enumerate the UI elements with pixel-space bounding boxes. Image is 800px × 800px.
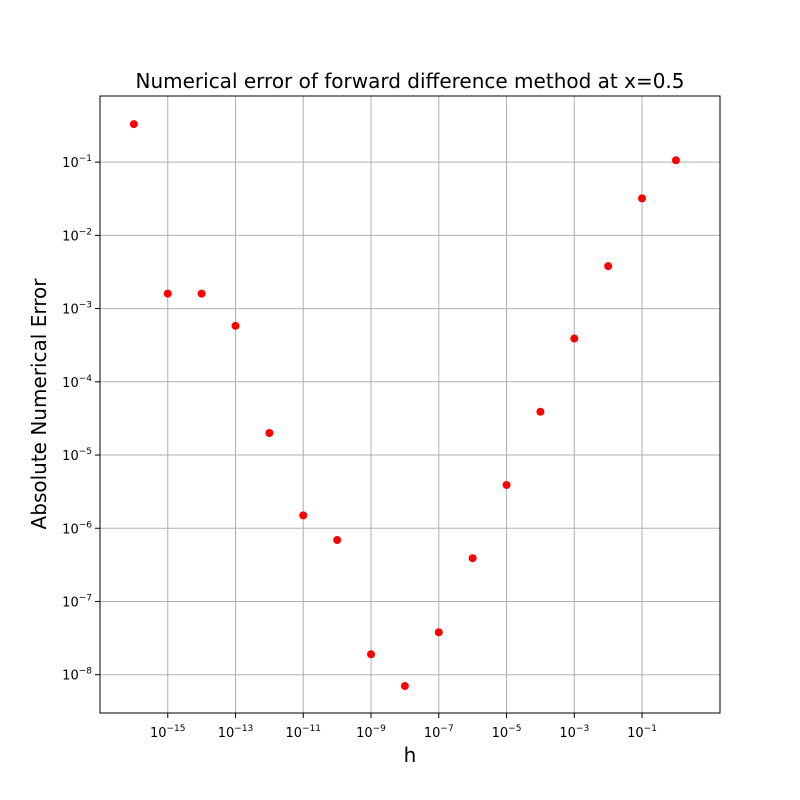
data-point [163,289,172,298]
y-tick-label: 10−4 [62,374,92,391]
x-axis-label: h [404,743,417,767]
data-point [231,321,240,330]
x-tick-label: 10−5 [492,724,522,741]
y-tick-label: 10−5 [62,447,92,464]
data-point [197,289,206,298]
gridlines [100,96,720,713]
data-point [400,682,409,691]
x-tick-label: 10−7 [424,724,454,741]
y-tick-label: 10−1 [62,154,92,171]
data-point [502,480,511,489]
y-tick-label: 10−2 [62,227,92,244]
data-point [333,536,342,545]
data-point [434,628,443,637]
data-point [536,407,545,416]
x-tick-label: 10−13 [218,724,254,741]
data-points [129,120,680,691]
data-point [638,194,647,203]
x-tick-label: 10−11 [285,724,321,741]
x-tick-label: 10−15 [150,724,186,741]
chart-title: Numerical error of forward difference me… [135,69,684,93]
x-tick-label: 10−1 [627,724,657,741]
y-axis-label: Absolute Numerical Error [27,278,51,530]
data-point [604,262,613,271]
x-tick-label: 10−3 [559,724,589,741]
y-axis-ticks: 10−8 10−7 10−6 10−5 10−4 10−3 10−2 10−1 [62,154,100,684]
y-tick-label: 10−8 [62,667,92,684]
y-tick-label: 10−7 [62,593,92,610]
data-point [671,156,680,165]
data-point [265,428,274,437]
data-point [468,554,477,563]
y-tick-label: 10−6 [62,520,92,537]
x-axis-ticks: 10−15 10−13 10−11 10−9 10−7 10−5 10−3 10−1 [150,713,657,741]
data-point [570,334,579,343]
y-tick-label: 10−3 [62,301,92,318]
data-point [129,120,138,129]
data-point [367,650,376,659]
x-tick-label: 10−9 [356,724,386,741]
data-point [299,511,308,520]
plot-frame [99,95,721,714]
